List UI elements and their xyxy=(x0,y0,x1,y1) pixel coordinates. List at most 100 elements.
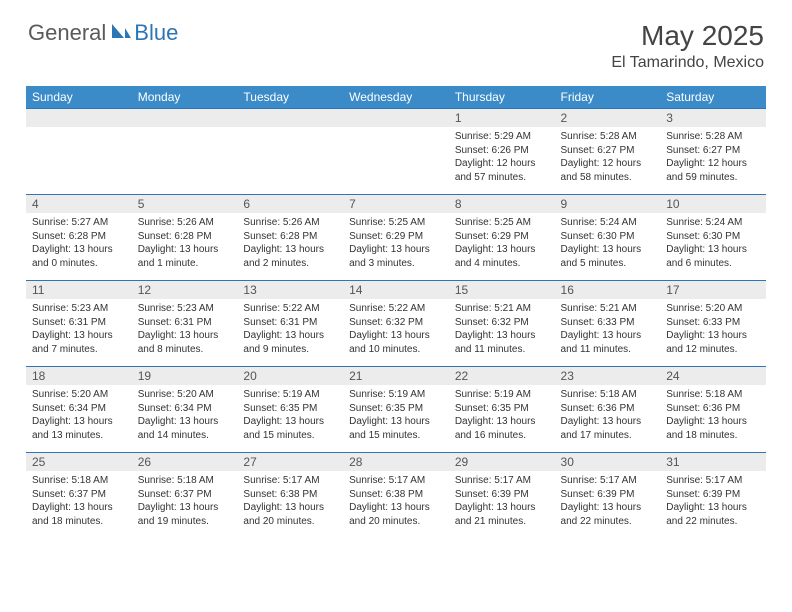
daylight-text: Daylight: 12 hours and 59 minutes. xyxy=(666,157,760,184)
day-cell xyxy=(26,109,132,195)
logo-sail-icon xyxy=(110,22,132,45)
sunset-text: Sunset: 6:27 PM xyxy=(666,144,760,158)
sunset-text: Sunset: 6:32 PM xyxy=(455,316,549,330)
sunrise-text: Sunrise: 5:26 AM xyxy=(243,216,337,230)
day-details: Sunrise: 5:17 AMSunset: 6:38 PMDaylight:… xyxy=(237,471,343,532)
daylight-text: Daylight: 13 hours and 22 minutes. xyxy=(561,501,655,528)
day-number: 27 xyxy=(237,453,343,471)
daylight-text: Daylight: 13 hours and 6 minutes. xyxy=(666,243,760,270)
sunrise-text: Sunrise: 5:23 AM xyxy=(138,302,232,316)
sunset-text: Sunset: 6:33 PM xyxy=(561,316,655,330)
day-cell: 21Sunrise: 5:19 AMSunset: 6:35 PMDayligh… xyxy=(343,367,449,453)
sunrise-text: Sunrise: 5:18 AM xyxy=(666,388,760,402)
daylight-text: Daylight: 13 hours and 15 minutes. xyxy=(243,415,337,442)
calendar-body: 1Sunrise: 5:29 AMSunset: 6:26 PMDaylight… xyxy=(26,109,766,539)
day-details: Sunrise: 5:23 AMSunset: 6:31 PMDaylight:… xyxy=(26,299,132,360)
sunrise-text: Sunrise: 5:23 AM xyxy=(32,302,126,316)
day-cell: 31Sunrise: 5:17 AMSunset: 6:39 PMDayligh… xyxy=(660,453,766,539)
day-number: 8 xyxy=(449,195,555,213)
sunset-text: Sunset: 6:35 PM xyxy=(349,402,443,416)
day-details: Sunrise: 5:19 AMSunset: 6:35 PMDaylight:… xyxy=(449,385,555,446)
dayhead-sunday: Sunday xyxy=(26,86,132,109)
day-details: Sunrise: 5:26 AMSunset: 6:28 PMDaylight:… xyxy=(132,213,238,274)
month-title: May 2025 xyxy=(611,20,764,52)
sunset-text: Sunset: 6:36 PM xyxy=(561,402,655,416)
day-details: Sunrise: 5:23 AMSunset: 6:31 PMDaylight:… xyxy=(132,299,238,360)
day-cell: 18Sunrise: 5:20 AMSunset: 6:34 PMDayligh… xyxy=(26,367,132,453)
sunrise-text: Sunrise: 5:20 AM xyxy=(32,388,126,402)
day-cell: 2Sunrise: 5:28 AMSunset: 6:27 PMDaylight… xyxy=(555,109,661,195)
day-number: 16 xyxy=(555,281,661,299)
daylight-text: Daylight: 13 hours and 19 minutes. xyxy=(138,501,232,528)
day-cell: 3Sunrise: 5:28 AMSunset: 6:27 PMDaylight… xyxy=(660,109,766,195)
sunset-text: Sunset: 6:35 PM xyxy=(455,402,549,416)
daylight-text: Daylight: 13 hours and 7 minutes. xyxy=(32,329,126,356)
day-number: 7 xyxy=(343,195,449,213)
calendar-table: Sunday Monday Tuesday Wednesday Thursday… xyxy=(26,86,766,539)
day-number xyxy=(132,109,238,127)
day-number: 26 xyxy=(132,453,238,471)
day-cell: 9Sunrise: 5:24 AMSunset: 6:30 PMDaylight… xyxy=(555,195,661,281)
daylight-text: Daylight: 13 hours and 21 minutes. xyxy=(455,501,549,528)
week-row: 4Sunrise: 5:27 AMSunset: 6:28 PMDaylight… xyxy=(26,195,766,281)
logo-text-blue: Blue xyxy=(134,20,178,46)
day-number: 23 xyxy=(555,367,661,385)
sunset-text: Sunset: 6:34 PM xyxy=(138,402,232,416)
sunrise-text: Sunrise: 5:19 AM xyxy=(455,388,549,402)
day-cell: 10Sunrise: 5:24 AMSunset: 6:30 PMDayligh… xyxy=(660,195,766,281)
day-cell: 20Sunrise: 5:19 AMSunset: 6:35 PMDayligh… xyxy=(237,367,343,453)
dayhead-tuesday: Tuesday xyxy=(237,86,343,109)
day-number: 4 xyxy=(26,195,132,213)
day-number: 17 xyxy=(660,281,766,299)
day-cell: 26Sunrise: 5:18 AMSunset: 6:37 PMDayligh… xyxy=(132,453,238,539)
day-details: Sunrise: 5:29 AMSunset: 6:26 PMDaylight:… xyxy=(449,127,555,188)
day-cell xyxy=(343,109,449,195)
daylight-text: Daylight: 13 hours and 15 minutes. xyxy=(349,415,443,442)
day-number: 20 xyxy=(237,367,343,385)
week-row: 18Sunrise: 5:20 AMSunset: 6:34 PMDayligh… xyxy=(26,367,766,453)
sunset-text: Sunset: 6:28 PM xyxy=(32,230,126,244)
day-details: Sunrise: 5:19 AMSunset: 6:35 PMDaylight:… xyxy=(343,385,449,446)
day-number: 29 xyxy=(449,453,555,471)
sunrise-text: Sunrise: 5:28 AM xyxy=(561,130,655,144)
day-number: 10 xyxy=(660,195,766,213)
day-details: Sunrise: 5:17 AMSunset: 6:39 PMDaylight:… xyxy=(449,471,555,532)
daylight-text: Daylight: 12 hours and 57 minutes. xyxy=(455,157,549,184)
sunset-text: Sunset: 6:28 PM xyxy=(243,230,337,244)
day-cell: 16Sunrise: 5:21 AMSunset: 6:33 PMDayligh… xyxy=(555,281,661,367)
sunrise-text: Sunrise: 5:19 AM xyxy=(243,388,337,402)
day-details: Sunrise: 5:28 AMSunset: 6:27 PMDaylight:… xyxy=(555,127,661,188)
day-cell: 29Sunrise: 5:17 AMSunset: 6:39 PMDayligh… xyxy=(449,453,555,539)
daylight-text: Daylight: 13 hours and 17 minutes. xyxy=(561,415,655,442)
sunrise-text: Sunrise: 5:19 AM xyxy=(349,388,443,402)
dayhead-friday: Friday xyxy=(555,86,661,109)
sunrise-text: Sunrise: 5:18 AM xyxy=(138,474,232,488)
logo: General Blue xyxy=(28,20,178,46)
sunset-text: Sunset: 6:37 PM xyxy=(32,488,126,502)
day-number xyxy=(26,109,132,127)
sunset-text: Sunset: 6:38 PM xyxy=(243,488,337,502)
daylight-text: Daylight: 13 hours and 18 minutes. xyxy=(666,415,760,442)
daylight-text: Daylight: 13 hours and 14 minutes. xyxy=(138,415,232,442)
day-details: Sunrise: 5:25 AMSunset: 6:29 PMDaylight:… xyxy=(343,213,449,274)
day-details: Sunrise: 5:18 AMSunset: 6:37 PMDaylight:… xyxy=(132,471,238,532)
sunrise-text: Sunrise: 5:24 AM xyxy=(666,216,760,230)
sunset-text: Sunset: 6:39 PM xyxy=(666,488,760,502)
sunrise-text: Sunrise: 5:18 AM xyxy=(32,474,126,488)
daylight-text: Daylight: 13 hours and 22 minutes. xyxy=(666,501,760,528)
day-cell: 23Sunrise: 5:18 AMSunset: 6:36 PMDayligh… xyxy=(555,367,661,453)
daylight-text: Daylight: 13 hours and 3 minutes. xyxy=(349,243,443,270)
daylight-text: Daylight: 13 hours and 20 minutes. xyxy=(349,501,443,528)
day-cell: 7Sunrise: 5:25 AMSunset: 6:29 PMDaylight… xyxy=(343,195,449,281)
day-details: Sunrise: 5:27 AMSunset: 6:28 PMDaylight:… xyxy=(26,213,132,274)
sunset-text: Sunset: 6:27 PM xyxy=(561,144,655,158)
day-number: 3 xyxy=(660,109,766,127)
day-details: Sunrise: 5:18 AMSunset: 6:36 PMDaylight:… xyxy=(660,385,766,446)
day-number xyxy=(237,109,343,127)
day-details: Sunrise: 5:19 AMSunset: 6:35 PMDaylight:… xyxy=(237,385,343,446)
day-number: 21 xyxy=(343,367,449,385)
day-cell: 30Sunrise: 5:17 AMSunset: 6:39 PMDayligh… xyxy=(555,453,661,539)
daylight-text: Daylight: 13 hours and 16 minutes. xyxy=(455,415,549,442)
sunrise-text: Sunrise: 5:17 AM xyxy=(561,474,655,488)
day-details: Sunrise: 5:21 AMSunset: 6:33 PMDaylight:… xyxy=(555,299,661,360)
